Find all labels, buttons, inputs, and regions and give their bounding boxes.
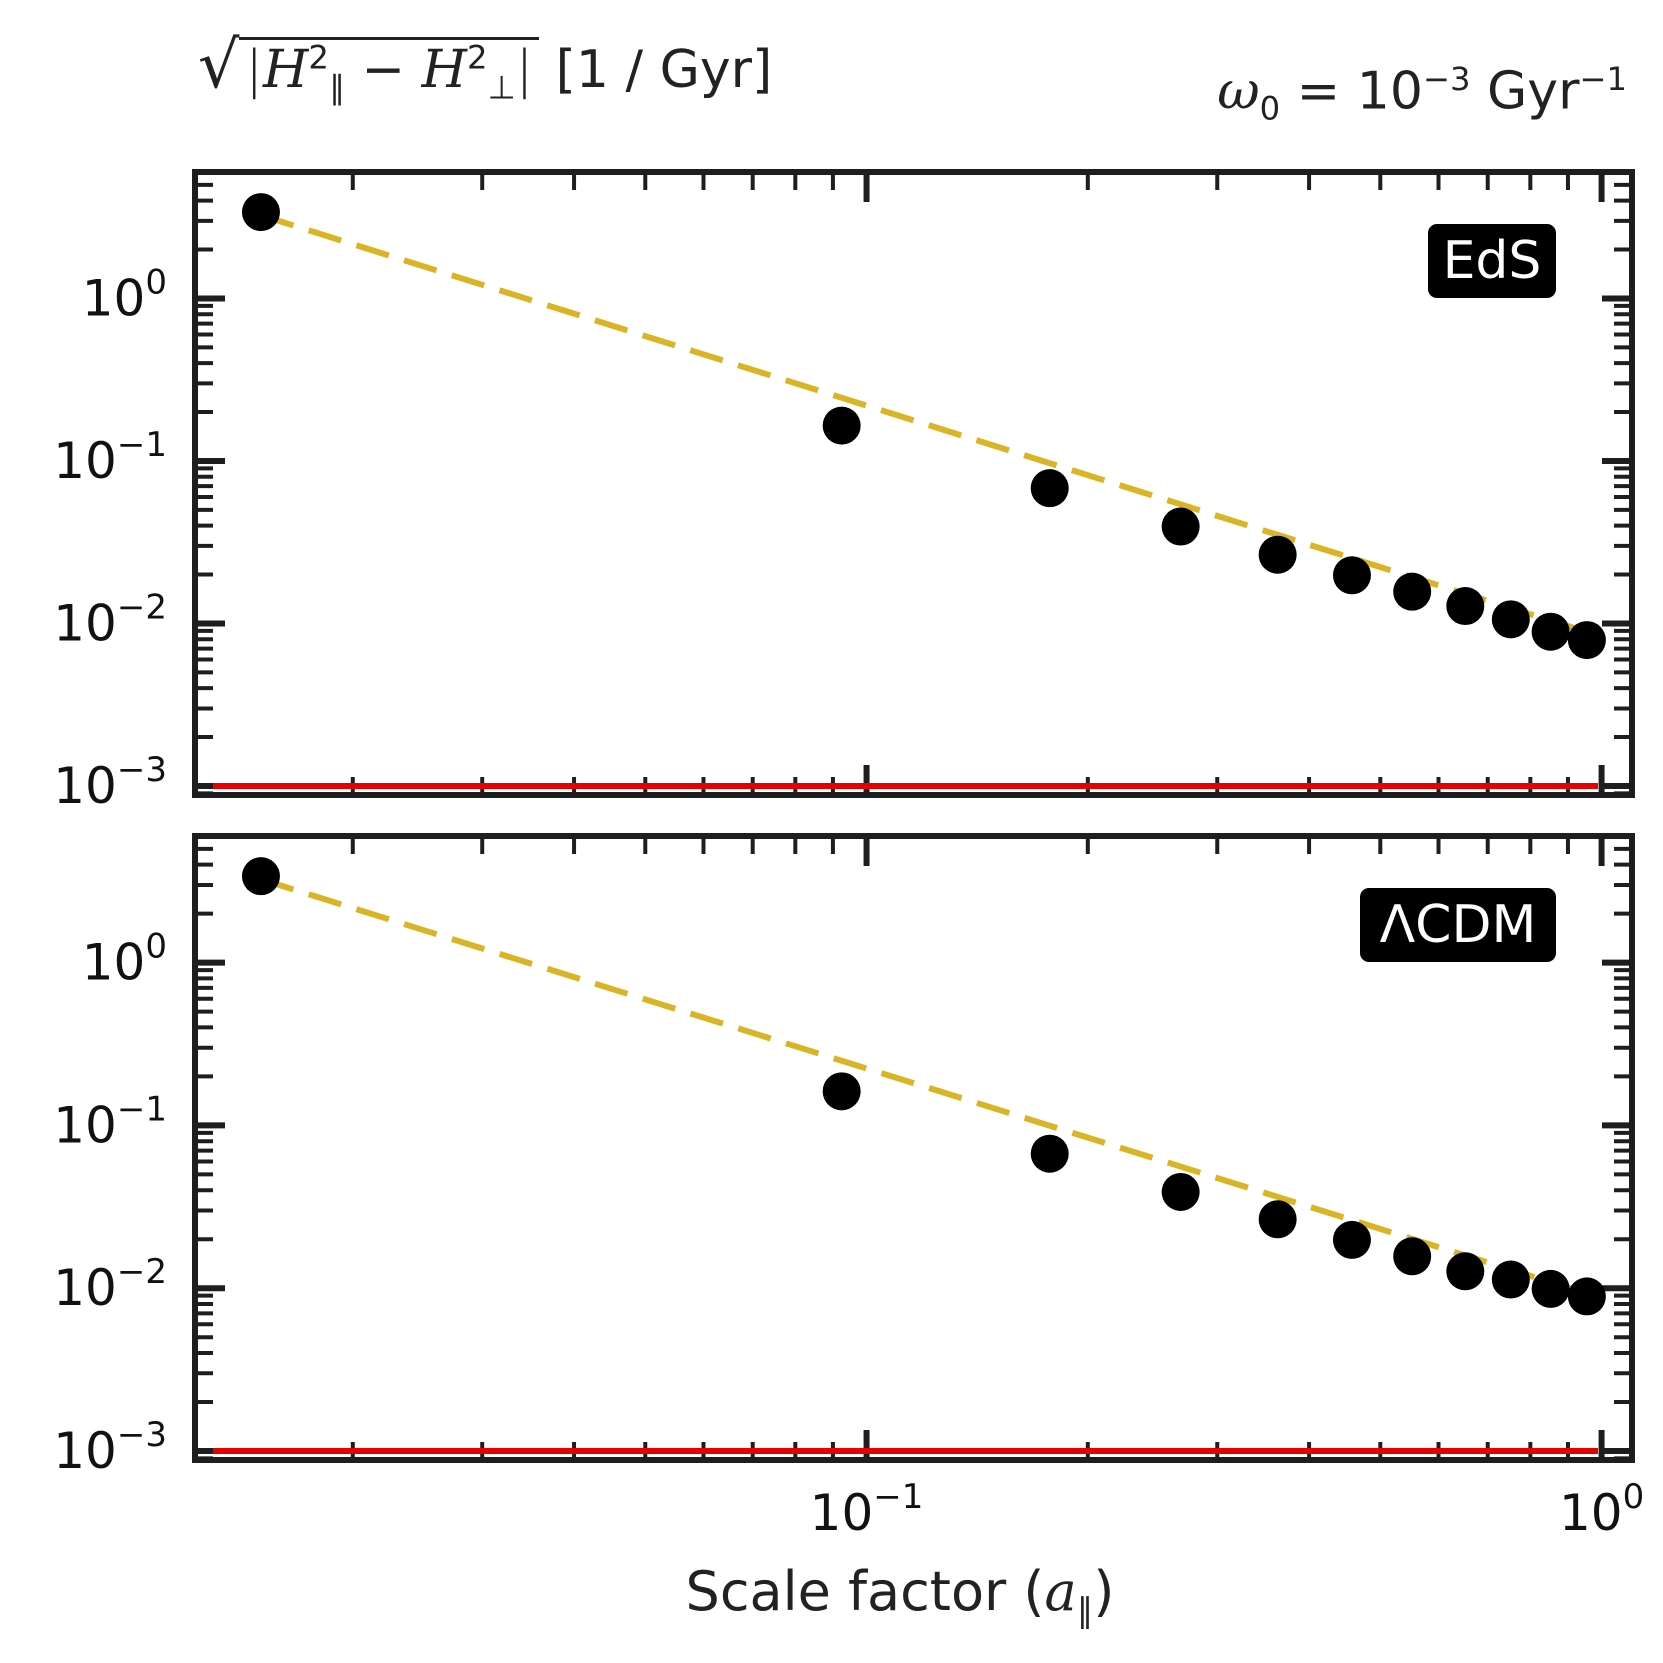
data-point (1567, 621, 1606, 660)
data-point (1332, 1220, 1371, 1259)
data-point (1491, 600, 1530, 639)
panel-lcdm: 100 10−1 10−2 10−3 10−1 100 ΛCDM (53, 833, 1644, 1542)
panel-badge-text: EdS (1443, 231, 1542, 291)
data-point (1161, 507, 1200, 546)
y-tick-label: 10−3 (53, 750, 167, 815)
omega-exponent: −3 (1422, 60, 1471, 98)
omega-symbol: ω (1217, 61, 1260, 122)
y-tick-label: 10−2 (53, 1252, 167, 1317)
data-point (1491, 1260, 1530, 1299)
panel-eds: 100 10−1 10−2 10−3 EdS (53, 169, 1635, 815)
y-tick-label: 10−3 (53, 1415, 167, 1480)
data-point (1393, 1237, 1432, 1276)
data-point (241, 857, 280, 896)
x-axis-label-subscript: ∥ (1076, 1590, 1094, 1630)
y-tick-label: 100 (82, 262, 167, 327)
data-point (1446, 1252, 1485, 1291)
h-perp-subscript: ⊥ (487, 68, 516, 107)
panel-badge (1428, 224, 1556, 298)
y-tick-label: 10−1 (53, 425, 167, 490)
sqrt-sign: √ (198, 28, 240, 103)
plot-frame (192, 833, 1635, 1463)
y-axis-label: √ |H2∥ − H2⊥| [1 / Gyr] (198, 28, 772, 106)
data-point (822, 406, 861, 445)
panel-badge-text: ΛCDM (1380, 895, 1537, 955)
data-point (1030, 469, 1069, 508)
h-par-exponent: 2 (308, 38, 329, 77)
omega-unit: Gyr (1487, 61, 1580, 122)
omega-subscript: 0 (1259, 89, 1281, 128)
h-symbol-perp: H (421, 40, 467, 100)
data-point (1258, 535, 1297, 574)
data-point (1332, 556, 1371, 595)
x-axis-label-symbol: a (1044, 1560, 1077, 1623)
data-point (822, 1072, 861, 1111)
data-point (1531, 1269, 1570, 1308)
x-tick-label: 10−1 (810, 1477, 924, 1542)
data-point (241, 193, 280, 232)
omega-equals: = 10 (1296, 61, 1423, 122)
fit-line (260, 212, 1603, 640)
data-point (1161, 1172, 1200, 1211)
h-symbol-par: H (262, 40, 309, 100)
plot-frame (192, 169, 1635, 798)
panel-badge (1360, 888, 1556, 962)
radicand: |H2∥ − H2⊥| (239, 37, 540, 106)
x-axis-label-text: Scale factor ( (685, 1560, 1045, 1623)
y-tick-label: 10−1 (53, 1089, 167, 1154)
data-point (1030, 1134, 1069, 1173)
y-tick-label: 100 (82, 927, 167, 992)
fit-line (260, 876, 1603, 1301)
data-point (1446, 587, 1485, 626)
h-par-subscript: ∥ (328, 68, 345, 107)
data-point (1567, 1277, 1606, 1316)
x-axis-label: Scale factor (a∥) (0, 1560, 1663, 1630)
y-tick-label: 10−2 (53, 587, 167, 652)
y-axis-unit: [1 / Gyr] (555, 40, 773, 100)
x-axis-label-close: ) (1093, 1560, 1115, 1623)
x-tick-label: 100 (1559, 1477, 1644, 1542)
data-point (1258, 1200, 1297, 1239)
omega-parameter-label: ω0 = 10−3 Gyr−1 (1217, 60, 1627, 128)
data-point (1393, 572, 1432, 611)
data-point (1531, 612, 1570, 651)
omega-unit-exponent: −1 (1579, 60, 1627, 98)
h-perp-exponent: 2 (466, 38, 488, 77)
